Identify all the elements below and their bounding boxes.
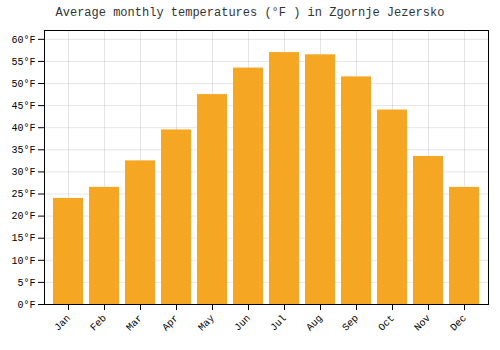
svg-text:Jun: Jun [232,313,253,334]
svg-text:10°F: 10°F [11,256,35,267]
svg-text:60°F: 60°F [11,35,35,46]
svg-text:35°F: 35°F [11,145,35,156]
svg-text:May: May [196,313,217,334]
svg-text:50°F: 50°F [11,79,35,90]
svg-text:Aug: Aug [304,313,325,334]
svg-text:20°F: 20°F [11,211,35,222]
svg-text:Apr: Apr [160,313,181,334]
svg-text:0°F: 0°F [17,300,35,311]
svg-text:15°F: 15°F [11,233,35,244]
svg-text:25°F: 25°F [11,189,35,200]
svg-text:Jul: Jul [268,313,289,334]
svg-text:45°F: 45°F [11,101,35,112]
svg-text:Mar: Mar [124,313,145,334]
svg-text:Nov: Nov [412,313,433,334]
svg-text:Sep: Sep [340,313,361,334]
svg-text:Feb: Feb [88,313,109,334]
html-text:Average monthly temperatures (: Average monthly temperatures (°F ) in Zg… [55,6,445,20]
svg-text:40°F: 40°F [11,123,35,134]
svg-text:30°F: 30°F [11,167,35,178]
svg-text:Jan: Jan [52,313,73,334]
svg-text:Oct: Oct [376,313,397,334]
svg-text:55°F: 55°F [11,57,35,68]
svg-text:5°F: 5°F [17,278,35,289]
svg-text:Dec: Dec [448,313,469,334]
